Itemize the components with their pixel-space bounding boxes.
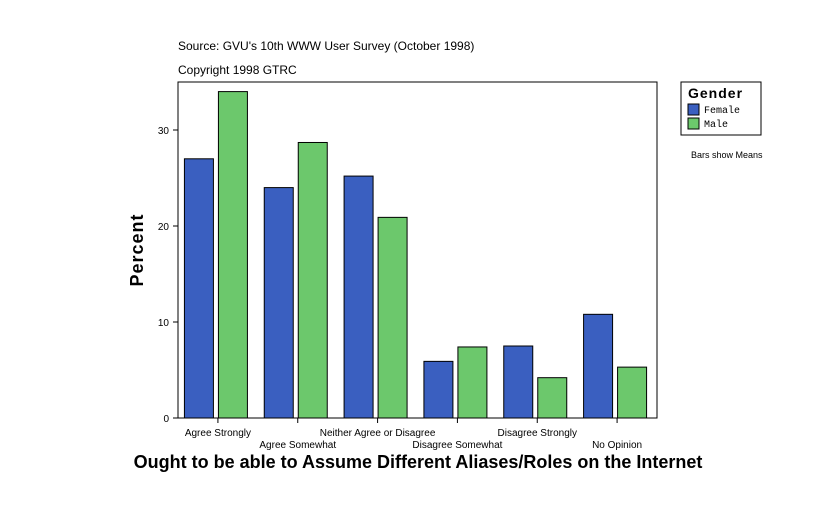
y-tick-label: 30: [158, 126, 170, 137]
copyright-line: Copyright 1998 GTRC: [178, 63, 297, 77]
bar-male: [457, 346, 488, 419]
legend-swatch-male: [687, 117, 700, 130]
legend-label-female: Female: [704, 105, 740, 117]
x-category-label: Agree Somewhat: [259, 440, 336, 451]
bar-female: [183, 158, 214, 419]
y-tick-label: 10: [158, 318, 170, 329]
chart-title: Ought to be able to Assume Different Ali…: [134, 452, 703, 472]
bar-male: [537, 377, 568, 419]
x-category-label: Agree Strongly: [185, 428, 251, 439]
legend-label-male: Male: [704, 119, 728, 131]
x-category-label: Disagree Somewhat: [412, 440, 502, 451]
y-tick-label: 20: [158, 222, 170, 233]
source-line: Source: GVU's 10th WWW User Survey (Octo…: [178, 39, 474, 53]
bar-male: [617, 366, 648, 419]
y-tick-label: 0: [163, 414, 169, 425]
bars-group: [183, 91, 648, 419]
y-axis-label: Percent: [127, 213, 147, 286]
x-category-label: No Opinion: [592, 440, 642, 451]
bar-male: [217, 91, 248, 419]
y-axis: 0 10 20 30: [158, 126, 178, 425]
plot-area: [177, 81, 658, 419]
legend: Gender Female Male: [680, 81, 762, 136]
bar-female: [583, 313, 614, 419]
x-category-label: Disagree Strongly: [498, 428, 577, 439]
bars-note: Bars show Means: [691, 150, 763, 160]
x-category-label: Neither Agree or Disagree: [320, 428, 436, 439]
bar-male: [297, 141, 328, 419]
legend-swatch-female: [687, 103, 700, 116]
bar-female: [263, 187, 294, 419]
legend-title: Gender: [688, 85, 743, 101]
bar-female: [343, 175, 374, 419]
bar-female: [423, 360, 454, 419]
bar-male: [377, 216, 408, 419]
bar-female: [503, 345, 534, 419]
